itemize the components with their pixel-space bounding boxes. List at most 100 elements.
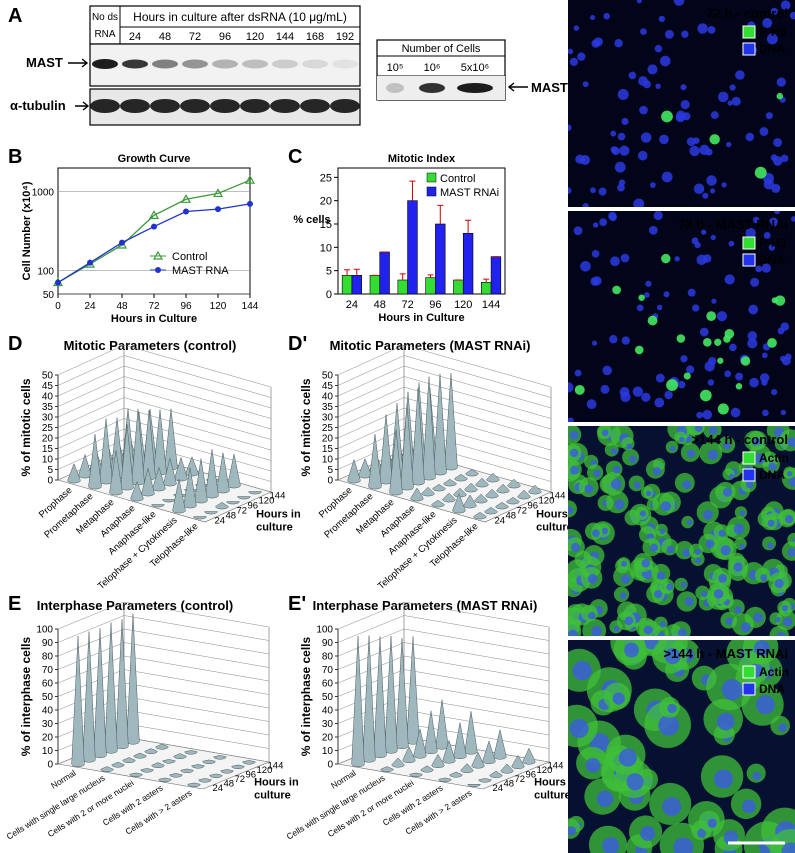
nucleus [643,625,653,635]
nucleus [653,589,663,599]
depth-tick-label: 96 [526,769,537,780]
y-tick-label: 40 [322,392,334,403]
nucleus [659,134,669,145]
y-tick-label: 10 [42,455,54,466]
nucleus [767,519,775,527]
blot-band [270,99,300,113]
grid-line [337,397,552,440]
nucleus [643,80,651,89]
nucleus [647,64,658,75]
cone [465,469,479,477]
cone [88,433,102,490]
nucleus [661,171,673,183]
depth-tick-label: 96 [528,501,539,512]
nucleus [590,276,600,286]
x-tick-label: 120 [210,301,227,312]
blot-band [92,59,118,69]
legend-swatch [426,172,437,183]
legend-swatch [742,665,756,679]
y-tick-label: 60 [42,679,54,690]
depth-axis-label: culture [536,522,573,534]
nucleus [620,253,630,263]
stained-cell [717,357,724,364]
nucleus [684,596,694,607]
error-bar [344,269,351,276]
nucleus [774,211,780,215]
cone [82,631,96,763]
cone [485,488,499,499]
nucleus [783,617,793,627]
stained-cell [574,384,585,395]
blot-lane-label: 5x10⁶ [461,62,489,74]
nucleus [739,510,746,516]
cone [184,750,198,755]
cone [473,512,487,520]
grid-line [337,601,550,630]
cone [248,491,262,495]
cone [242,760,256,765]
cone [141,468,155,497]
nucleus [687,288,696,297]
nucleus [761,263,771,273]
cone [442,739,456,764]
y-tick-label: 0 [47,760,53,771]
stained-cell [709,134,720,145]
grid-line [337,615,550,643]
y-tick-label: 40 [42,706,54,717]
cone [449,771,463,778]
legend-swatch [742,451,756,465]
cone [384,635,398,754]
x-tick-label: Normal [329,768,358,791]
nucleus [591,625,602,636]
nucleus [724,370,732,378]
image-caption: 72 h - control [706,6,788,21]
nucleus [731,96,741,106]
stained-cell [676,334,686,343]
nucleus [730,407,741,418]
cone [158,777,172,783]
legend-swatch [742,25,756,39]
cone [409,772,423,778]
cone [140,768,154,773]
stained-cell [706,311,717,322]
y-axis-label: % of interphase cells [299,636,313,756]
nucleus [674,256,680,262]
nucleus [749,377,759,388]
nucleus [677,628,687,636]
nucleus [722,487,733,497]
nucleus [628,71,637,80]
nucleus [664,648,681,665]
nucleus [645,280,652,287]
cone [130,481,144,502]
nucleus [657,631,665,636]
grid-line [337,642,550,670]
cone [67,463,81,484]
x-tick-label: 72 [401,299,413,311]
grid-line [337,407,552,451]
nucleus [718,573,728,583]
cone [173,753,187,760]
cone [172,478,186,514]
cone [431,500,445,508]
nucleus [725,617,734,626]
legend-label: DNA [759,42,785,56]
nucleus [608,211,617,221]
nucleus [767,542,774,549]
cone [433,373,447,476]
nucleus [735,70,745,80]
nucleus [650,182,656,188]
nucleus [613,625,620,632]
chart-title: Mitotic Parameters (MAST RNAi) [330,338,531,353]
stained-cell [666,379,679,391]
nucleus [745,227,756,239]
cone [467,784,481,788]
cone [442,492,456,503]
cone [432,484,446,492]
nucleus [696,411,704,419]
stained-cell [661,253,671,264]
bar [351,275,362,295]
nucleus [640,510,647,517]
legend-swatch [742,42,756,56]
y-tick-label: 45 [322,381,334,392]
nucleus [742,799,756,814]
